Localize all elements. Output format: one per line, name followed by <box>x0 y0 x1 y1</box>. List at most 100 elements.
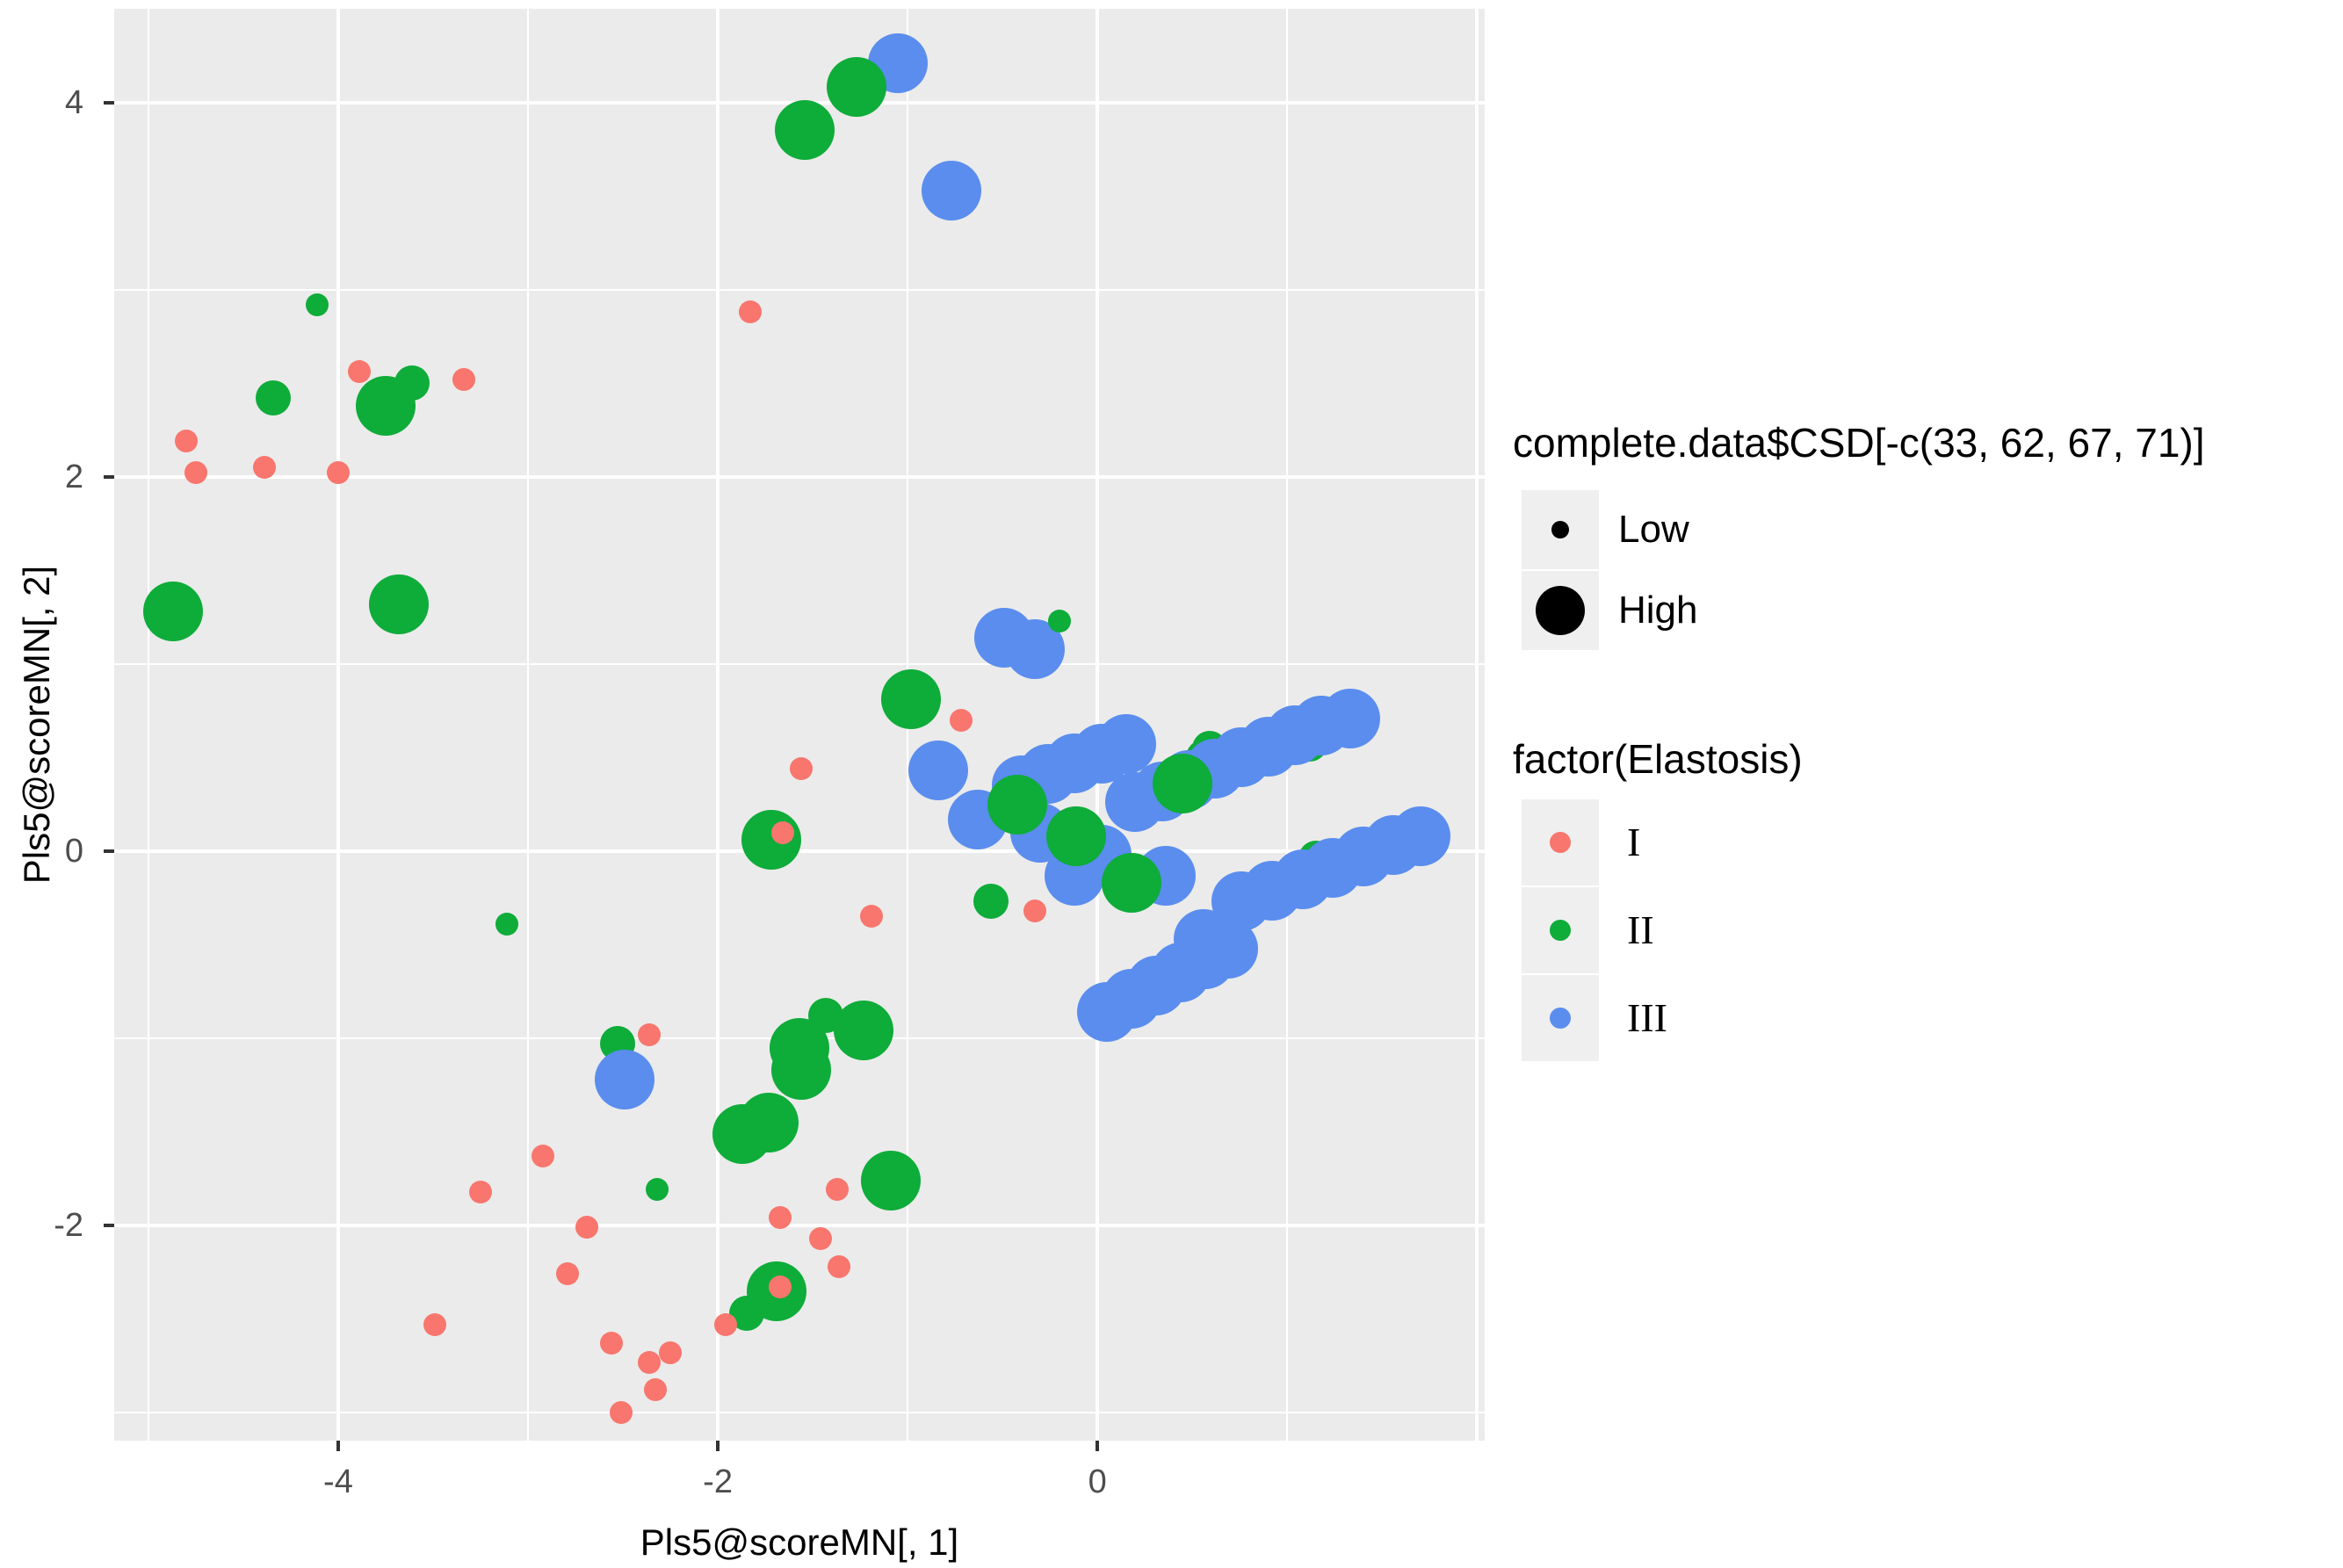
color-legend-item: II <box>1513 887 1864 973</box>
data-point <box>469 1180 492 1203</box>
data-point <box>184 461 207 485</box>
data-point <box>826 1178 850 1202</box>
y-minor-gridline <box>114 662 1485 665</box>
y-major-gridline <box>114 474 1485 479</box>
x-tick-mark <box>1096 1441 1100 1451</box>
data-point <box>347 360 371 384</box>
data-point <box>771 1040 832 1101</box>
size-legend: complete.data$CSD[-c(33, 62, 67, 71)] Lo… <box>1513 420 2343 675</box>
data-point <box>1320 688 1380 748</box>
data-point <box>739 1092 799 1153</box>
y-tick-mark <box>104 474 114 479</box>
y-major-gridline <box>114 1223 1485 1227</box>
data-point <box>495 912 519 936</box>
color-legend-dot-icon <box>1550 832 1571 853</box>
y-minor-gridline <box>114 1412 1485 1414</box>
data-point <box>1102 853 1162 914</box>
data-point <box>256 380 292 416</box>
color-legend-label: II <box>1627 907 1654 952</box>
data-point <box>532 1145 555 1168</box>
data-point <box>1023 900 1046 922</box>
data-point <box>973 884 1009 920</box>
data-point <box>775 100 835 161</box>
data-point <box>881 669 942 730</box>
data-point <box>638 1022 662 1046</box>
color-legend-title: factor(Elastosis) <box>1513 736 1803 782</box>
x-tick-label: -4 <box>323 1463 353 1500</box>
data-point <box>769 1206 792 1230</box>
data-point <box>769 1275 792 1299</box>
y-tick-mark <box>104 1223 114 1227</box>
data-point <box>949 708 973 732</box>
size-legend-dot-icon <box>1551 521 1569 538</box>
data-point <box>987 774 1048 835</box>
data-point <box>860 1150 921 1210</box>
data-point <box>1390 806 1450 866</box>
data-point <box>828 1254 851 1278</box>
data-point <box>306 293 329 316</box>
data-point <box>643 1378 667 1402</box>
x-minor-gridline <box>147 9 149 1441</box>
x-major-gridline <box>1475 9 1479 1441</box>
data-point <box>142 582 203 642</box>
data-point <box>921 160 981 220</box>
data-point <box>638 1350 662 1374</box>
size-legend-item: Low <box>1513 490 1864 569</box>
data-point <box>1174 908 1234 969</box>
data-point <box>600 1332 624 1355</box>
x-axis-title: Pls5@scoreMN[, 1] <box>640 1521 959 1563</box>
data-point <box>1096 714 1156 775</box>
data-point <box>790 757 814 781</box>
data-point <box>575 1216 598 1239</box>
x-tick-label: 0 <box>1088 1463 1107 1500</box>
data-point <box>1046 806 1107 866</box>
size-legend-label: Low <box>1618 508 1689 551</box>
data-point <box>713 1312 737 1336</box>
x-minor-gridline <box>527 9 530 1441</box>
y-tick-mark <box>104 100 114 105</box>
size-legend-dot-icon <box>1536 586 1585 635</box>
size-legend-label: High <box>1618 589 1698 632</box>
x-major-gridline <box>336 9 340 1441</box>
data-point <box>808 1226 832 1250</box>
y-major-gridline <box>114 849 1485 853</box>
x-tick-label: -2 <box>703 1463 733 1500</box>
data-point <box>770 820 794 844</box>
data-point <box>860 905 884 929</box>
data-point <box>369 574 430 634</box>
y-minor-gridline <box>114 288 1485 291</box>
color-legend: factor(Elastosis) I II III <box>1513 736 1952 1087</box>
y-tick-label: 0 <box>64 832 83 870</box>
data-point <box>252 456 276 480</box>
size-legend-title: complete.data$CSD[-c(33, 62, 67, 71)] <box>1513 420 2205 466</box>
data-point <box>609 1401 633 1425</box>
y-tick-label: -2 <box>54 1206 83 1244</box>
data-point <box>659 1340 683 1364</box>
data-point <box>826 57 886 118</box>
data-point <box>741 810 801 871</box>
data-point <box>175 430 199 453</box>
data-point <box>1153 754 1213 814</box>
data-point <box>908 741 968 801</box>
color-legend-item: III <box>1513 975 1864 1061</box>
data-point <box>326 461 350 485</box>
data-point <box>834 1001 894 1061</box>
data-point <box>645 1178 669 1202</box>
color-legend-label: I <box>1627 820 1641 864</box>
color-legend-dot-icon <box>1550 920 1571 941</box>
y-tick-mark <box>104 849 114 853</box>
x-tick-mark <box>716 1441 720 1451</box>
color-legend-label: III <box>1627 995 1667 1040</box>
color-legend-dot-icon <box>1550 1008 1571 1029</box>
y-tick-label: 2 <box>64 458 83 495</box>
data-point <box>595 1049 655 1109</box>
data-point <box>423 1312 447 1336</box>
y-tick-label: 4 <box>64 83 83 121</box>
data-point <box>738 300 762 324</box>
data-point <box>355 375 416 436</box>
data-point <box>452 367 475 391</box>
x-tick-mark <box>336 1441 340 1451</box>
size-legend-item: High <box>1513 571 1864 650</box>
x-major-gridline <box>716 9 720 1441</box>
